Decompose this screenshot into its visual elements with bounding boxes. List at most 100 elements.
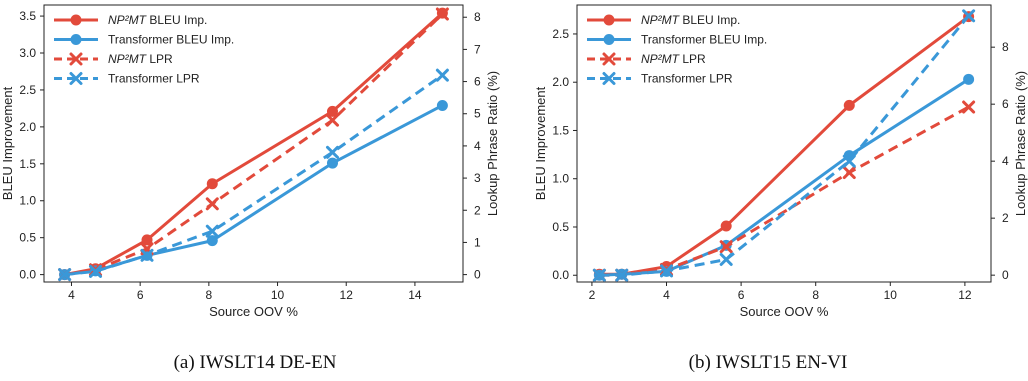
legend-label-rest: BLEU Imp. xyxy=(146,13,207,27)
series-2 xyxy=(592,100,976,282)
caption-a: (a) IWSLT14 DE-EN xyxy=(173,352,337,373)
legend-label: NP²MT BLEU Imp. xyxy=(108,13,207,27)
series-3 xyxy=(58,68,449,282)
y2-tick-label: 0 xyxy=(1002,268,1009,282)
data-point xyxy=(615,268,629,282)
legend-swatch-marker xyxy=(602,72,616,85)
data-point xyxy=(719,240,733,254)
data-point xyxy=(435,7,449,21)
legend-swatch-marker xyxy=(603,34,615,45)
legend-label: Transformer LPR xyxy=(641,72,733,86)
y-tick-label: 0.5 xyxy=(552,220,569,234)
legend-label: NP²MT LPR xyxy=(108,52,173,66)
legend-label-italic: NP²MT xyxy=(108,52,148,66)
y-tick-label: 2.0 xyxy=(552,75,569,89)
data-point xyxy=(842,154,856,168)
data-point xyxy=(962,100,976,114)
legend-swatch-marker xyxy=(603,14,615,26)
data-point xyxy=(205,197,219,211)
y-tick-label: 1.0 xyxy=(552,172,569,186)
legend-swatch-marker xyxy=(602,52,616,66)
y-tick-label: 1.5 xyxy=(552,123,569,137)
x-axis-label: Source OOV % xyxy=(740,304,829,319)
legend-label: Transformer LPR xyxy=(108,72,200,86)
series-0 xyxy=(59,7,448,281)
data-point xyxy=(326,105,338,117)
y-axis-label: BLEU Improvement xyxy=(533,86,548,200)
series-line xyxy=(599,105,970,277)
data-point xyxy=(842,166,856,180)
x-tick-label: 6 xyxy=(738,288,745,302)
y2-axis-label: Lookup Phrase Ratio (%) xyxy=(485,71,500,216)
y2-tick-label: 2 xyxy=(474,203,481,217)
data-point xyxy=(962,9,976,23)
x-axis-label: Source OOV % xyxy=(209,304,298,319)
y-tick-label: 0.0 xyxy=(19,268,36,282)
x-tick-label: 8 xyxy=(206,288,213,302)
y2-tick-label: 6 xyxy=(1002,97,1009,111)
y2-tick-label: 0 xyxy=(474,268,481,282)
y2-tick-label: 1 xyxy=(474,235,481,249)
data-point xyxy=(963,73,975,85)
x-tick-label: 2 xyxy=(589,288,596,302)
series-line xyxy=(64,73,444,277)
data-point xyxy=(141,234,153,246)
x-tick-label: 14 xyxy=(408,288,422,302)
y2-tick-label: 6 xyxy=(474,75,481,89)
x-tick-label: 6 xyxy=(137,288,144,302)
y-axis-label: BLEU Improvement xyxy=(0,86,15,200)
y2-tick-label: 4 xyxy=(1002,154,1009,168)
legend-label-italic: NP²MT xyxy=(108,13,148,27)
y2-tick-label: 3 xyxy=(474,171,481,185)
y-tick-label: 2.5 xyxy=(552,27,569,41)
y2-tick-label: 4 xyxy=(474,139,481,153)
data-point xyxy=(326,157,338,169)
series-line xyxy=(64,104,444,277)
data-point xyxy=(436,99,448,111)
x-tick-label: 12 xyxy=(340,288,354,302)
y2-axis-label: Lookup Phrase Ratio (%) xyxy=(1013,71,1028,216)
caption-b: (b) IWSLT15 EN-VI xyxy=(688,352,848,373)
chart-iwslt14-de-en: 4 6 8 10 12 140.00.51.01.52.02.53.03.50123456… xyxy=(0,4,500,319)
legend-label-italic: NP²MT xyxy=(641,52,681,66)
series-line xyxy=(599,78,970,277)
legend-label: NP²MT LPR xyxy=(641,52,706,66)
series-1 xyxy=(593,73,975,281)
series-line xyxy=(599,14,970,277)
series-3 xyxy=(592,9,976,282)
legend: NP²MT BLEU Imp. Transformer BLEU Imp. NP²M… xyxy=(54,13,234,86)
data-point xyxy=(205,224,219,238)
legend-swatch-marker xyxy=(69,72,83,85)
legend-label: Transformer BLEU Imp. xyxy=(108,33,234,47)
data-point xyxy=(719,252,733,266)
data-point xyxy=(325,145,339,159)
y2-tick-label: 2 xyxy=(1002,211,1009,225)
legend-label-italic: NP²MT xyxy=(641,13,681,27)
legend-label: NP²MT BLEU Imp. xyxy=(641,13,740,27)
y2-tick-label: 8 xyxy=(1002,40,1009,54)
series-line xyxy=(64,12,444,277)
data-point xyxy=(140,248,154,262)
data-point xyxy=(89,264,103,278)
data-point xyxy=(660,264,674,278)
y-tick-label: 0.5 xyxy=(19,231,36,245)
data-point xyxy=(325,113,339,127)
x-tick-label: 4 xyxy=(663,288,670,302)
data-point xyxy=(206,178,218,190)
legend-swatch-marker xyxy=(70,14,82,26)
data-point xyxy=(592,268,606,282)
y-tick-label: 0.0 xyxy=(552,268,569,282)
y-tick-label: 3.0 xyxy=(19,46,36,60)
legend-label-rest: BLEU Imp. xyxy=(679,13,740,27)
legend-swatch-marker xyxy=(70,34,82,45)
data-point xyxy=(435,68,449,82)
y-tick-label: 1.5 xyxy=(19,157,36,171)
data-point xyxy=(58,268,72,282)
chart-iwslt15-en-vi: 2 4 6 8 10 12 0.0 0.5 1.0 1.5 2.0 2.5 0 2 4 6 8 Source OO… xyxy=(533,4,1028,319)
y2-tick-label: 7 xyxy=(474,42,481,56)
data-point xyxy=(206,235,218,247)
x-tick-label: 4 xyxy=(68,288,75,302)
legend-label: Transformer BLEU Imp. xyxy=(641,33,767,47)
legend-label-rest: LPR xyxy=(679,52,706,66)
plot-frame xyxy=(576,4,992,283)
